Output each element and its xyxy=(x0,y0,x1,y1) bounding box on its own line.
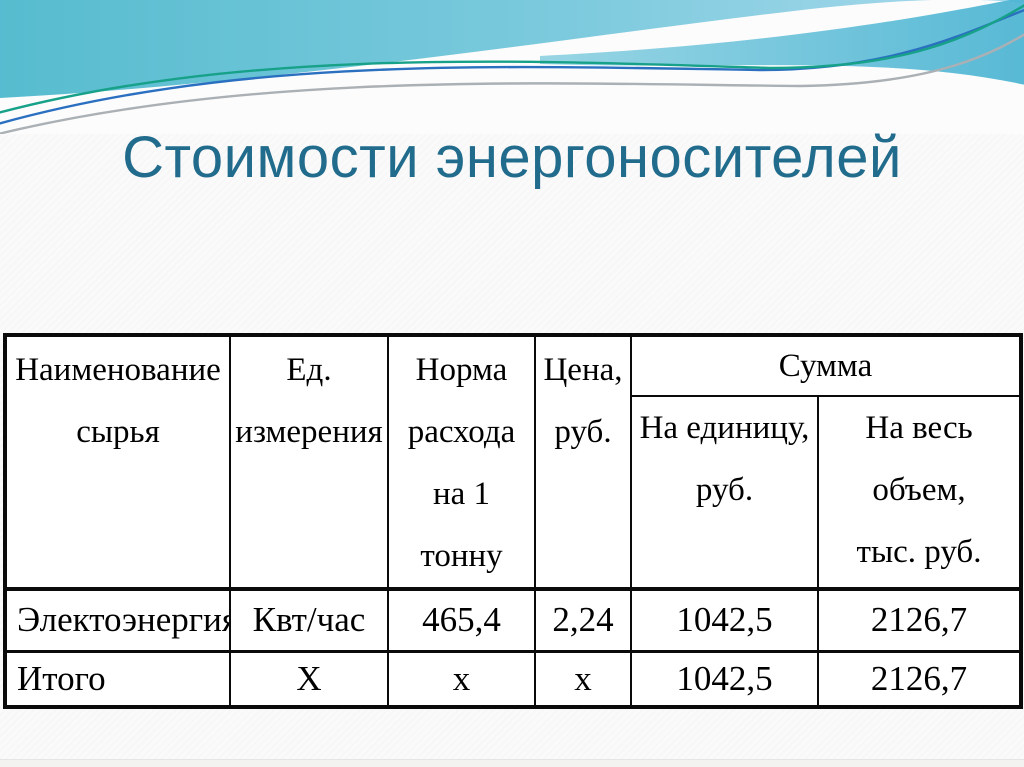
cell-name: Электоэнергия xyxy=(4,588,231,653)
col-header-sum-per-unit-line: руб. xyxy=(695,472,754,509)
col-header-sum-total-line: тыс. руб. xyxy=(856,534,982,571)
cell-name: Итого xyxy=(4,650,231,708)
wave-line-gray xyxy=(0,33,1024,134)
energy-costs-table: Наименование сырья Ед. измерения Норма р… xyxy=(3,333,1024,709)
col-header-rate: Норма расхода на 1 тонну xyxy=(387,334,536,591)
table-header-row-group: Наименование сырья Ед. измерения Норма р… xyxy=(4,333,1023,591)
col-header-name-line: Наименование xyxy=(15,352,221,388)
col-header-unit: Ед. измерения xyxy=(229,334,389,591)
col-header-rate-line: на 1 xyxy=(432,476,491,512)
slide-bottom-edge xyxy=(0,759,1024,767)
cell-price: x xyxy=(534,650,632,708)
col-header-price-line: руб. xyxy=(554,414,612,450)
col-header-sum-group: Сумма xyxy=(629,333,1023,398)
cell-sum-total: 2126,7 xyxy=(816,588,1023,653)
cell-rate: x xyxy=(387,650,536,708)
col-header-sum-per-unit-line: На единицу, xyxy=(639,410,810,447)
col-header-name-line: сырья xyxy=(76,414,160,450)
table-header-row-sub: На единицу, руб. На весь объем, тыс. руб… xyxy=(5,395,1023,591)
col-header-sum-total-line: На весь объем, xyxy=(865,410,973,509)
table-row-total: Итого X x x 1042,5 2126,7 xyxy=(4,650,1023,708)
col-header-sum-total: На весь объем, тыс. руб. xyxy=(816,395,1023,591)
wave-line-green xyxy=(0,4,1024,114)
cell-rate: 465,4 xyxy=(387,588,536,653)
col-header-rate-line: тонну xyxy=(420,538,503,574)
page-title: Стоимости энергоносителей xyxy=(122,125,902,190)
wave-line-blue xyxy=(0,8,1024,125)
cell-sum-per-unit: 1042,5 xyxy=(630,650,819,708)
decorative-wave-band xyxy=(0,0,1024,134)
table-row-electricity: Электоэнергия Квт/час 465,4 2,24 1042,5 … xyxy=(4,588,1023,653)
col-header-price-line: Цена, xyxy=(543,352,623,388)
cell-unit: Квт/час xyxy=(229,588,389,653)
col-header-price: Цена, руб. xyxy=(534,334,632,591)
col-header-unit-line: Ед. xyxy=(286,352,332,388)
cell-price: 2,24 xyxy=(534,588,632,653)
cell-sum-total: 2126,7 xyxy=(816,650,1023,708)
col-header-rate-line: Норма xyxy=(415,352,508,388)
cell-unit: X xyxy=(229,650,389,708)
col-header-rate-line: расхода xyxy=(407,414,516,450)
cell-sum-per-unit: 1042,5 xyxy=(630,588,819,653)
col-header-name: Наименование сырья xyxy=(4,334,231,591)
col-header-unit-line: измерения xyxy=(235,414,383,450)
col-header-sum-per-unit: На единицу, руб. xyxy=(630,395,819,591)
